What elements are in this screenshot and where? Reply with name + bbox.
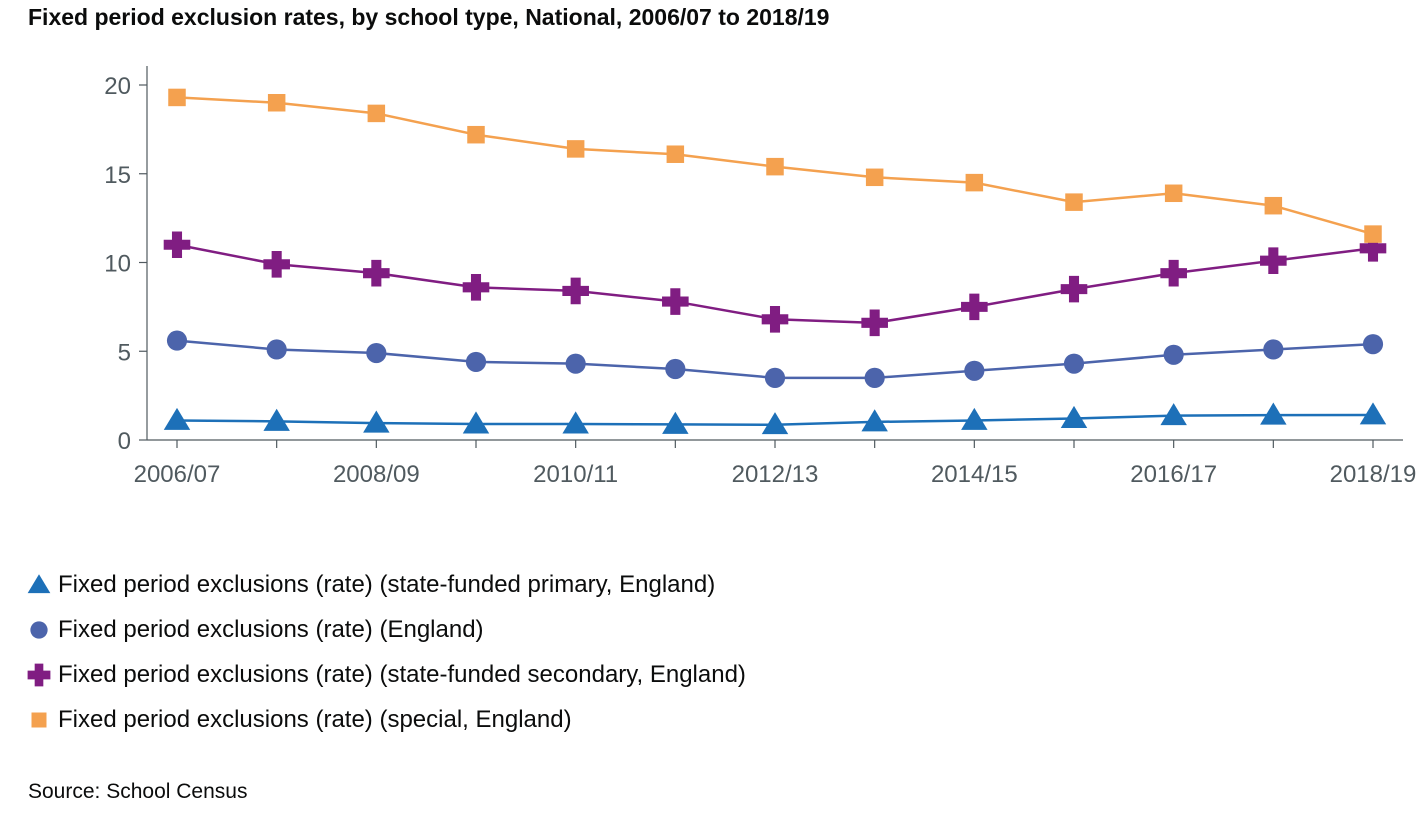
data-point-triangle (363, 410, 390, 433)
data-point-square (1164, 184, 1183, 203)
y-tick-label: 10 (104, 251, 131, 278)
data-point-triangle (662, 411, 689, 434)
data-point-plus (662, 288, 689, 315)
circle-marker-icon (30, 620, 48, 639)
legend-label: Fixed period exclusions (rate) (state-fu… (58, 660, 746, 688)
plus-marker-icon (27, 663, 51, 686)
data-point-circle (764, 367, 786, 388)
data-point-triangle (263, 408, 290, 431)
legend-item: Fixed period exclusions (rate) (state-fu… (26, 562, 746, 607)
chart-axes: 0 5 10 15 20 2006/07 2008/09 2010/11 2012/13 2014… (104, 66, 1416, 488)
x-tick-label: 2012/13 (732, 461, 819, 488)
legend-label: Fixed period exclusions (rate) (state-fu… (58, 570, 716, 598)
legend-item: Fixed period exclusions (rate) (state-fu… (26, 652, 746, 697)
data-point-circle (1063, 353, 1085, 374)
data-point-square (766, 157, 784, 176)
triangle-marker-icon (27, 573, 51, 593)
legend-label: Fixed period exclusions (rate) (England) (58, 615, 484, 643)
data-point-triangle (462, 411, 490, 434)
data-point-square (367, 104, 386, 123)
legend-symbol (27, 663, 51, 686)
data-point-square (1065, 193, 1083, 211)
data-point-circle (864, 367, 885, 388)
data-point-triangle (562, 411, 589, 434)
y-tick-label: 0 (118, 428, 131, 455)
data-point-circle (166, 330, 188, 351)
data-point-circle (964, 360, 985, 381)
data-point-plus (562, 277, 589, 305)
y-tick-label: 5 (118, 339, 131, 366)
data-point-plus (761, 306, 789, 333)
chart-legend: Fixed period exclusions (rate) (state-fu… (26, 562, 746, 742)
x-tick-label: 2016/17 (1130, 461, 1217, 488)
legend-label: Fixed period exclusions (rate) (special,… (58, 705, 572, 733)
data-point-triangle (961, 407, 988, 430)
data-point-circle (266, 339, 287, 360)
legend-symbol (31, 712, 47, 727)
x-tick-label: 2018/19 (1330, 461, 1417, 488)
data-point-square (566, 140, 585, 158)
data-point-triangle (761, 412, 789, 435)
legend-symbol (30, 620, 48, 639)
data-point-plus (363, 259, 390, 287)
line-chart: 0 5 10 15 20 2006/07 2008/09 2010/11 2012/13 2014… (104, 66, 1416, 488)
square-marker-icon (31, 712, 47, 727)
chart-title: Fixed period exclusion rates, by school … (28, 4, 830, 30)
x-tick-label: 2014/15 (931, 461, 1018, 488)
data-point-circle (465, 351, 487, 372)
data-point-plus (462, 274, 490, 301)
data-point-triangle (861, 409, 888, 432)
data-point-circle (1163, 344, 1184, 365)
data-point-circle (565, 353, 586, 374)
legend-item: Fixed period exclusions (rate) (special,… (26, 697, 746, 742)
data-point-plus (1260, 247, 1287, 275)
data-point-circle (1263, 339, 1284, 360)
data-point-plus (263, 250, 290, 278)
data-point-plus (1160, 259, 1187, 287)
data-point-triangle (1060, 405, 1088, 428)
data-point-plus (961, 293, 988, 321)
data-point-plus (861, 309, 888, 337)
data-point-circle (366, 342, 387, 364)
data-point-square (965, 173, 984, 192)
data-point-triangle (163, 407, 191, 430)
legend-item: Fixed period exclusions (rate) (England) (26, 607, 746, 652)
data-point-square (865, 168, 884, 187)
data-point-triangle (1160, 403, 1187, 426)
x-tick-label: 2008/09 (333, 461, 420, 488)
data-point-square (267, 94, 286, 112)
data-point-triangle (1260, 402, 1287, 425)
data-point-plus (1359, 235, 1387, 262)
y-tick-label: 15 (104, 162, 131, 189)
data-point-triangle (1359, 402, 1387, 425)
series-markers (163, 88, 1387, 435)
data-point-plus (1060, 275, 1088, 303)
x-tick-label: 2010/11 (533, 461, 618, 488)
data-point-plus (163, 231, 191, 259)
data-point-circle (1362, 334, 1384, 355)
data-point-square (1364, 225, 1382, 243)
x-tick-label: 2006/07 (134, 461, 221, 488)
data-point-square (467, 125, 485, 144)
data-point-square (168, 88, 186, 107)
y-tick-label: 20 (104, 73, 131, 100)
source-note: Source: School Census (28, 780, 248, 803)
legend-symbol (27, 573, 51, 593)
data-point-square (1264, 196, 1283, 215)
data-point-square (666, 145, 685, 163)
data-point-circle (665, 358, 686, 380)
